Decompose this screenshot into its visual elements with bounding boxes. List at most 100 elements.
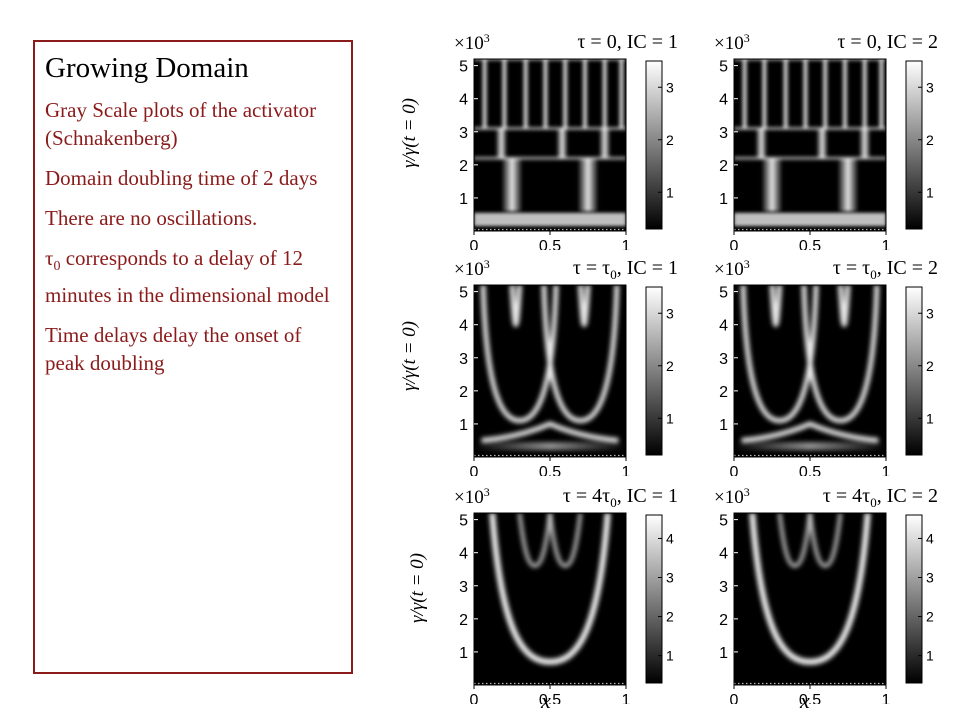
y-tick-label: 2: [459, 384, 468, 401]
scale-factor-exponent: 3: [484, 31, 490, 45]
colorbar: [645, 514, 663, 684]
scale-factor-label: ×103: [714, 257, 750, 280]
scale-factor-exponent: 3: [484, 257, 490, 271]
scale-factor-exponent: 3: [744, 485, 750, 499]
slide-heading: Growing Domain: [45, 52, 249, 84]
x-axis-label-left: x: [541, 688, 551, 713]
colorbar-tick-label: 3: [926, 305, 934, 321]
colorbar-tick-label: 2: [926, 132, 934, 148]
colorbar-tick-label: 1: [666, 410, 674, 426]
heatmap-panel-6: 1 2 3 4 5 0 0.5 1 ×103 τ = 4τ0, IC = 2 1 2 3 4: [714, 485, 938, 704]
y-tick-label: 3: [719, 125, 728, 142]
bullet-doubling-time: Domain doubling time of 2 days: [45, 166, 318, 190]
x-tick-label: 1: [882, 464, 891, 476]
panel-title: τ = 0, IC = 2: [837, 31, 938, 53]
y-tick-label: 2: [719, 384, 728, 401]
y-tick-label: 4: [719, 92, 728, 109]
y-tick-label: 3: [459, 579, 468, 596]
scale-factor-label: ×103: [714, 31, 750, 54]
heatmap-panel-1: 1 2 3 4 5 0 0.5 1 ×103 τ = 0, IC = 1 1 2 3: [454, 31, 678, 250]
y-tick-label: 2: [459, 158, 468, 175]
tau0-text: corresponds to a delay of 12 minutes in …: [45, 246, 330, 308]
y-tick-label: 1: [719, 645, 728, 662]
colorbar-tick-label: 2: [666, 132, 674, 148]
scale-factor-exponent: 3: [744, 31, 750, 45]
x-tick-label: 0: [470, 464, 479, 476]
tau0-sub: 0: [53, 259, 61, 275]
scale-factor-label: ×103: [454, 31, 490, 54]
y-tick-label: 4: [459, 318, 468, 335]
colorbar-tick-label: 1: [666, 648, 674, 664]
y-tick-label: 1: [459, 417, 468, 434]
colorbar: [905, 514, 923, 684]
y-tick-label: 2: [459, 612, 468, 629]
x-tick-label: 0.5: [799, 692, 821, 704]
x-tick-label: 1: [622, 238, 631, 250]
y-tick-label: 3: [459, 125, 468, 142]
colorbar-tick-label: 2: [666, 358, 674, 374]
y-tick-label: 4: [719, 318, 728, 335]
panel-title: τ = τ0, IC = 2: [833, 257, 938, 282]
y-tick-label: 5: [459, 285, 468, 302]
y-tick-label: 4: [459, 546, 468, 563]
colorbar-tick-label: 4: [926, 530, 934, 546]
x-tick-label: 0.5: [799, 464, 821, 476]
bullet-grayscale: Gray Scale plots of the activator (Schna…: [45, 98, 317, 150]
colorbar: [905, 286, 923, 456]
x-tick-label: 0.5: [799, 238, 821, 250]
y-tick-label: 5: [719, 513, 728, 530]
y-tick-label: 2: [719, 158, 728, 175]
x-tick-label: 0: [730, 238, 739, 250]
y-tick-label: 5: [719, 285, 728, 302]
colorbar-tick-label: 3: [926, 570, 934, 586]
heatmap-panel-2: 1 2 3 4 5 0 0.5 1 ×103 τ = 0, IC = 2 1 2 3: [714, 31, 938, 250]
x-tick-label: 1: [882, 238, 891, 250]
colorbar: [645, 286, 663, 456]
x-tick-label: 1: [882, 692, 891, 704]
colorbar-tick-label: 2: [666, 609, 674, 625]
colorbar-tick-label: 4: [666, 530, 674, 546]
bullet-no-oscillations: There are no oscillations.: [45, 206, 258, 230]
y-tick-label: 3: [459, 351, 468, 368]
panel-title: τ = 0, IC = 1: [577, 31, 678, 53]
scale-factor-exponent: 3: [484, 485, 490, 499]
y-tick-label: 1: [719, 191, 728, 208]
colorbar: [645, 60, 663, 230]
panel-title: τ = τ0, IC = 1: [573, 257, 678, 282]
colorbar-tick-label: 1: [926, 410, 934, 426]
heatmap-panel-3: 1 2 3 4 5 0 0.5 1 ×103 τ = τ0, IC = 1 1 2 3: [454, 257, 678, 476]
scale-factor-label: ×103: [454, 257, 490, 280]
x-tick-label: 0: [730, 692, 739, 704]
y-tick-label: 4: [459, 92, 468, 109]
colorbar-tick-label: 2: [926, 358, 934, 374]
scale-factor-label: ×103: [714, 485, 750, 508]
x-tick-label: 1: [622, 692, 631, 704]
x-axis-label-right: x: [800, 688, 810, 713]
y-tick-label: 3: [719, 579, 728, 596]
x-tick-label: 0.5: [539, 692, 561, 704]
colorbar-tick-label: 3: [926, 79, 934, 95]
colorbar-tick-label: 1: [926, 648, 934, 664]
y-tick-label: 5: [459, 59, 468, 76]
x-tick-label: 0: [470, 692, 479, 704]
scale-factor-exponent: 3: [744, 257, 750, 271]
colorbar: [905, 60, 923, 230]
x-tick-label: 0: [730, 464, 739, 476]
x-tick-label: 1: [622, 464, 631, 476]
colorbar-tick-label: 1: [926, 184, 934, 200]
x-tick-label: 0: [470, 238, 479, 250]
bullet-time-delays: Time delays delay the onset of peak doub…: [45, 323, 302, 376]
bullet-tau0: τ0 corresponds to a delay of 12 minutes …: [45, 244, 341, 309]
scale-factor-label: ×103: [454, 485, 490, 508]
colorbar-tick-label: 3: [666, 570, 674, 586]
y-tick-label: 1: [459, 191, 468, 208]
y-tick-label: 5: [459, 513, 468, 530]
heatmap-panel-5: 1 2 3 4 5 0 0.5 1 ×103 τ = 4τ0, IC = 1 1 2 3 4: [454, 485, 678, 704]
y-tick-label: 3: [719, 351, 728, 368]
y-tick-label: 5: [719, 59, 728, 76]
x-tick-label: 0.5: [539, 464, 561, 476]
panel-title: τ = 4τ0, IC = 2: [823, 485, 938, 510]
heatmap-background: [734, 513, 886, 685]
tau0-symbol: τ: [45, 246, 54, 270]
heatmap-panel-4: 1 2 3 4 5 0 0.5 1 ×103 τ = τ0, IC = 2 1 2 3: [714, 257, 938, 476]
